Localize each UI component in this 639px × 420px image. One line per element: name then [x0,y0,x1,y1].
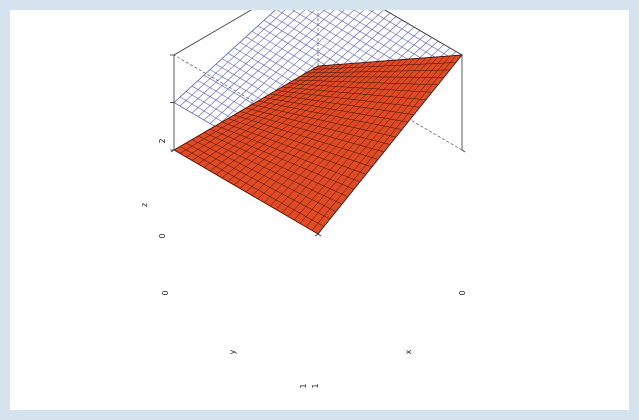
surface-0-mesh-u-23 [368,10,457,61]
y-axis-label: y [228,349,237,354]
surface-0-mesh-v-20 [197,10,316,117]
surface-1-mesh-v-24 [173,65,319,151]
x-tick-1 [317,233,322,237]
y-tick-1 [314,233,319,237]
x-tick-label-0-right: 0 [458,290,467,295]
surface-1-mesh-v-22 [185,64,331,158]
surface-0-mesh-v-22 [185,10,296,110]
surface-1-mesh-u-22 [305,69,451,74]
y-tick-label-1: 1 [299,383,308,388]
surface-1-fill [173,54,463,235]
surface-filled-red [173,54,463,235]
x-axis-label: x [404,349,413,354]
z-axis-label: z [140,203,149,207]
surface-plot: z 0 2 0 y 1 1 x 0 [140,10,467,389]
surface-1-mesh-v-21 [191,64,337,161]
surface-0-mesh-u-22 [353,10,451,67]
z-tick-label-2: 2 [158,138,167,143]
box-edge-2 [173,10,252,56]
x-tick-label-1: 1 [311,383,320,388]
surface-0-mesh-v-21 [191,10,306,114]
y-tick-label-0: 0 [161,290,170,295]
surface-0-mesh-u-21 [338,10,445,72]
x-tick-0 [461,149,466,153]
axis-ticks [170,54,466,237]
surface-1-mesh-v-23 [179,65,325,154]
box-hidden-edge-0 [317,65,463,151]
surface-0-mesh-u-24 [384,10,463,56]
y-tick-0 [170,149,175,153]
surface-1-mesh-u-21 [299,76,445,78]
box-edge-3 [384,10,463,56]
surface-1-mesh-u-24 [317,54,463,67]
plot-panel: z 0 2 0 y 1 1 x 0 [10,10,629,410]
surface-1-mesh-u-23 [311,62,457,70]
z-tick-label-0: 0 [158,233,167,238]
surface-0-mesh-v-23 [179,10,286,107]
surface-1-mesh-v-20 [197,63,343,165]
